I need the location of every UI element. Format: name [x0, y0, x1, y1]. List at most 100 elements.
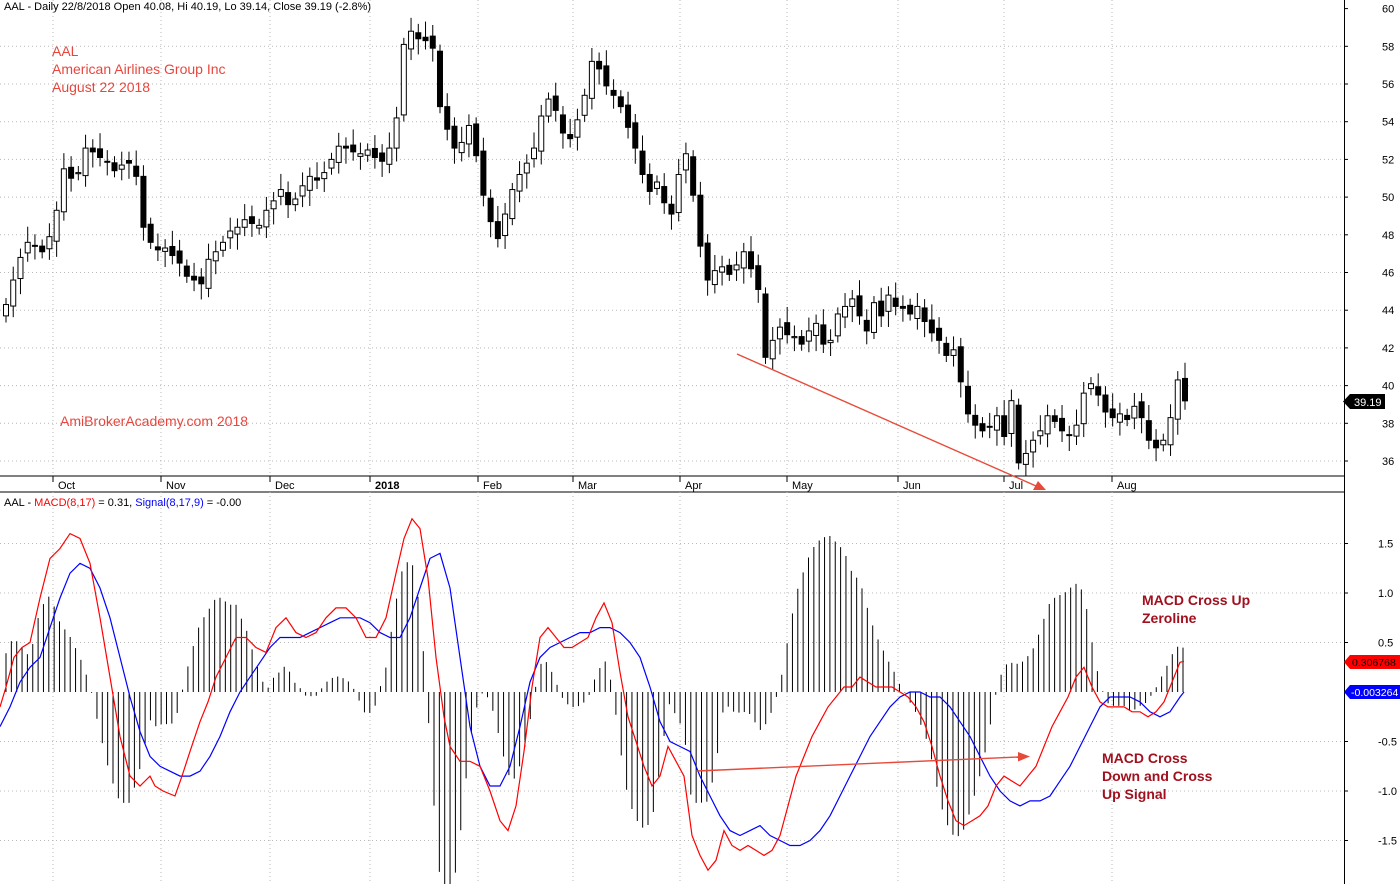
macd-value-badge: [1344, 655, 1400, 669]
candle-body: [140, 175, 147, 228]
candle-body: [1095, 386, 1102, 396]
candle-body: [545, 98, 552, 117]
candle-body: [1174, 379, 1181, 420]
zero-cross-line1: MACD Cross Up: [1142, 592, 1250, 608]
candle-body: [60, 168, 67, 213]
candle-body: [357, 153, 364, 157]
candle-body: [350, 144, 357, 153]
macd-tick-label: -1.0: [1378, 786, 1397, 798]
price-trend-arrowhead: [1033, 481, 1046, 490]
candle-body: [993, 415, 1000, 431]
price-tick-label: 38: [1382, 418, 1394, 430]
macd-header-signal-value: = -0.00: [207, 497, 242, 509]
candle-body: [574, 119, 581, 138]
candle-body: [1051, 415, 1058, 422]
candle-body: [299, 185, 306, 197]
date-tick-label: Apr: [685, 480, 702, 492]
price-header: AAL - Daily 22/8/2018 Open 40.08, Hi 40.…: [4, 1, 371, 13]
candle-body: [870, 302, 877, 333]
candle-body: [957, 346, 964, 383]
candle-body: [726, 264, 733, 275]
candle-body: [24, 241, 31, 254]
candle-body: [125, 160, 132, 164]
candle-body: [487, 197, 494, 223]
candle-body: [321, 172, 328, 180]
candle-body: [668, 203, 675, 215]
candle-body: [834, 313, 841, 337]
candle-body: [1008, 400, 1015, 434]
candle-body: [82, 147, 89, 177]
candle-body: [1073, 424, 1080, 437]
candle-body: [89, 147, 96, 153]
price-tick-label: 46: [1382, 268, 1394, 280]
candle-body: [386, 147, 393, 165]
candle-body: [31, 244, 38, 247]
date-tick-label: May: [792, 480, 813, 492]
candle-body: [1044, 415, 1051, 435]
candle-body: [1087, 383, 1094, 390]
candle-body: [943, 342, 950, 356]
macd-trend-arrowhead: [1018, 752, 1030, 762]
candle-body: [415, 32, 422, 40]
candle-body: [820, 324, 827, 345]
candle-body: [697, 194, 704, 247]
candle-body: [711, 270, 718, 286]
candle-body: [509, 189, 516, 220]
date-tick-label: Nov: [166, 480, 186, 492]
candle-body: [733, 264, 740, 271]
macd-tick-label: 1.0: [1378, 588, 1393, 600]
macd-tick-label: 1.5: [1378, 539, 1393, 551]
candle-body: [986, 425, 993, 428]
price-tick-label: 60: [1382, 4, 1394, 16]
candle-body: [118, 164, 125, 170]
candle-body: [1153, 439, 1160, 449]
candle-body: [133, 165, 140, 177]
candle-body: [422, 36, 429, 42]
candle-body: [371, 147, 378, 159]
candle-body: [704, 242, 711, 281]
candle-body: [899, 305, 906, 309]
candle-body: [248, 216, 255, 224]
price-trend-arrow: [736, 353, 1037, 487]
candle-body: [798, 336, 805, 345]
candle-body: [292, 198, 299, 206]
candle-body: [162, 247, 169, 252]
candle-body: [632, 122, 639, 149]
candle-body: [17, 256, 24, 280]
candle-body: [480, 150, 487, 196]
candle-body: [393, 117, 400, 149]
candle-body: [617, 96, 624, 108]
candle-body: [1182, 377, 1188, 402]
candle-body: [538, 115, 545, 152]
candle-body: [473, 123, 480, 157]
macd-line: [0, 517, 1185, 872]
macd-tick-label: -0.5: [1378, 737, 1397, 749]
macd-trend-arrow: [696, 756, 1019, 772]
macd-tick-label: -1.5: [1378, 836, 1397, 848]
macd-lines: [0, 517, 1185, 872]
candle-body: [1001, 415, 1008, 437]
candle-body: [813, 322, 820, 336]
zero-cross-line2: Zeroline: [1142, 610, 1197, 626]
candle-body: [523, 162, 530, 174]
candle-body: [1030, 439, 1037, 453]
candle-body: [610, 89, 617, 96]
candle-body: [1066, 434, 1073, 437]
candle-body: [690, 156, 697, 196]
candle-body: [791, 336, 798, 339]
candle-body: [603, 65, 610, 87]
candle-body: [379, 152, 386, 162]
candle-body: [936, 327, 943, 341]
candle-body: [1116, 413, 1123, 423]
macd-header-prefix: AAL -: [4, 497, 34, 509]
price-tick-label: 58: [1382, 41, 1394, 53]
candle-body: [75, 172, 82, 175]
candle-body: [183, 265, 190, 277]
candle-body: [270, 200, 277, 210]
candle-body: [653, 181, 660, 189]
candle-body: [219, 241, 226, 251]
candle-body: [979, 423, 986, 432]
candle-body: [892, 297, 899, 307]
candle-body: [740, 251, 747, 269]
